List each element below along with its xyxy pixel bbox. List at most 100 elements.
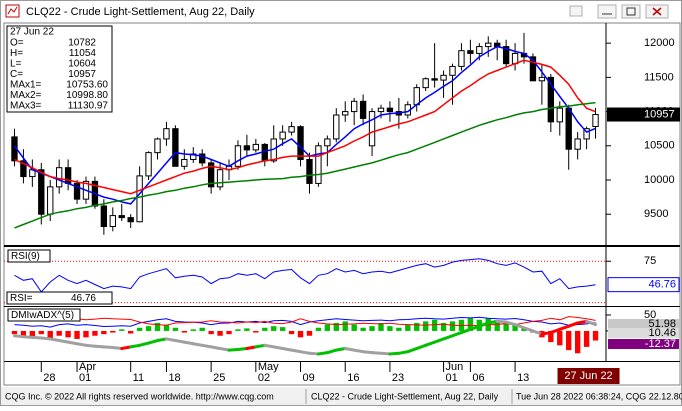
readout-box <box>6 291 113 305</box>
adx-segment <box>290 348 303 354</box>
minimize-button[interactable] <box>597 4 617 19</box>
candle-body <box>476 46 483 54</box>
histogram-bar <box>253 330 259 333</box>
adx-segment <box>576 319 589 325</box>
x-tick-label: 25 <box>213 372 225 384</box>
app-icon-glyph <box>7 6 18 15</box>
histogram-bar <box>414 322 420 331</box>
maximize-button[interactable] <box>621 4 641 19</box>
candle-body <box>38 169 45 215</box>
maximize-glyph <box>626 7 636 16</box>
overlay-layer: 950010000105001100011500120001095727 Jun… <box>6 25 680 384</box>
histogram-bar <box>521 327 527 331</box>
adx-segment <box>147 339 159 345</box>
histogram-bar <box>279 327 286 331</box>
histogram-bar <box>405 324 411 331</box>
histogram-bar <box>11 330 18 335</box>
adx-segment <box>200 343 213 349</box>
candle-body <box>422 78 429 89</box>
x-tick-label: 28 <box>43 372 55 384</box>
candle-body <box>324 138 331 147</box>
histogram-bar <box>154 322 161 331</box>
histogram-bar <box>423 321 429 331</box>
last-price-box <box>607 107 680 122</box>
title-bar <box>1 1 681 22</box>
adx-segment <box>325 348 338 355</box>
readout-value: 46.76 <box>71 293 96 304</box>
link-button[interactable] <box>569 5 583 17</box>
candle-body <box>440 74 447 81</box>
month-label: Jun <box>446 361 464 373</box>
info-label: MAx2= <box>10 90 42 101</box>
adx-segment <box>415 343 428 351</box>
candle-body <box>583 128 590 140</box>
moving-average-line <box>13 45 596 205</box>
x-tick-label: 09 <box>303 372 315 384</box>
adx-segment <box>406 347 419 354</box>
candle-body <box>279 131 286 140</box>
histogram-bar <box>548 330 554 343</box>
candle-body <box>47 186 54 215</box>
histogram-bar <box>163 324 170 331</box>
candle-body <box>252 143 260 151</box>
close-glyph <box>652 7 662 16</box>
adx-segment <box>218 347 231 352</box>
histogram-bar <box>199 327 205 331</box>
histogram-bar <box>262 327 268 331</box>
x-tick-label: 01 <box>79 372 91 384</box>
histogram-bar <box>288 330 295 335</box>
candle-body <box>529 56 537 82</box>
histogram-bar <box>226 330 232 335</box>
histogram-bar <box>74 330 80 339</box>
histogram-bar <box>128 330 134 334</box>
adx-segment <box>316 351 329 356</box>
histogram-bar <box>342 321 348 331</box>
adx-segment <box>477 321 490 328</box>
candle-body <box>55 167 63 188</box>
candle-body <box>511 52 519 65</box>
adx-segment <box>433 337 446 344</box>
candle-body <box>145 152 152 177</box>
moving-average-line <box>14 101 596 229</box>
candle-body <box>538 76 546 82</box>
adx-segment <box>254 343 267 349</box>
histogram-bar <box>574 330 581 354</box>
candle-body <box>315 145 322 184</box>
histogram-bar <box>557 330 563 346</box>
candle-body <box>467 50 474 54</box>
histogram-bar <box>235 329 241 331</box>
candle-body <box>342 111 349 116</box>
y-tick-label: 10000 <box>644 174 675 186</box>
candle-body <box>333 114 340 140</box>
readout-box <box>608 319 679 329</box>
histogram-bar <box>369 326 375 331</box>
candle-body <box>73 182 81 200</box>
candle-body <box>485 42 492 48</box>
histogram-bar <box>503 322 509 331</box>
info-label: MAx1= <box>10 80 42 91</box>
histogram-bar <box>101 330 107 335</box>
adx-segment <box>451 331 463 338</box>
histogram-bar <box>396 327 402 331</box>
info-label: L= <box>10 59 22 70</box>
y-tick-label: 10500 <box>644 140 675 152</box>
candle-body <box>243 145 251 151</box>
value-box <box>607 277 680 293</box>
candle-body <box>163 128 170 140</box>
histogram-bar <box>92 330 98 336</box>
histogram-bar <box>217 330 223 336</box>
candle-body <box>458 50 465 67</box>
histogram-bar <box>136 327 143 331</box>
histogram-bar <box>566 330 572 351</box>
histogram-bar <box>119 329 125 331</box>
candle-body <box>350 100 358 113</box>
adx-segment <box>182 340 195 346</box>
info-value: 11130.97 <box>68 101 109 112</box>
panel-title-box <box>7 249 51 263</box>
histogram-bar <box>38 330 44 335</box>
x-tick-label: 01 <box>446 372 458 384</box>
adx-segment <box>343 347 356 352</box>
adx-segment <box>513 323 526 330</box>
info-label: O= <box>10 38 24 49</box>
